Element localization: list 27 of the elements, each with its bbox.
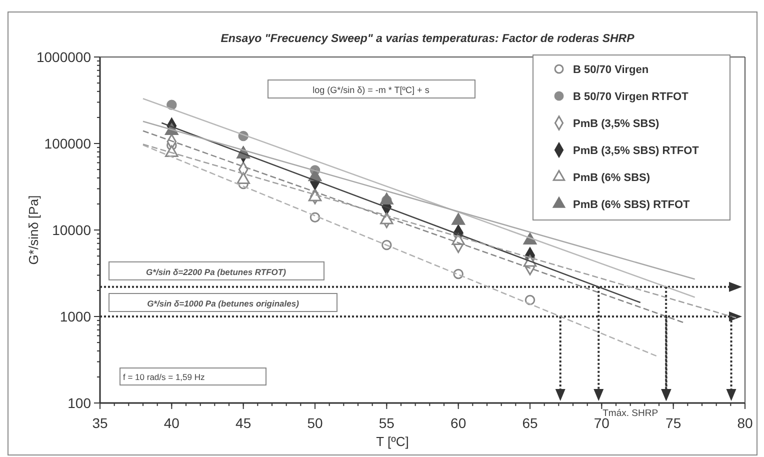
x-tick-label: 55 bbox=[378, 415, 395, 431]
legend-label: PmB (6% SBS) RTFOT bbox=[573, 199, 690, 211]
y-tick-label: 100 bbox=[68, 395, 92, 411]
y-tick-label: 1000 bbox=[60, 308, 92, 324]
legend-label: PmB (3,5% SBS) RTFOT bbox=[573, 145, 700, 157]
x-tick-label: 45 bbox=[236, 415, 252, 431]
y-axis-title: G*/sinδ [Pa] bbox=[26, 195, 41, 265]
annotation: log (G*/sin δ) = -m * T[ºC] + s bbox=[312, 85, 430, 95]
legend-label: B 50/70 Virgen RTFOT bbox=[573, 91, 689, 103]
ref-line-label: G*/sin δ=2200 Pa (betunes RTFOT) bbox=[146, 266, 286, 277]
x-tick-label: 50 bbox=[307, 415, 323, 431]
x-axis-title: T [ºC] bbox=[376, 434, 409, 449]
x-tick-label: 75 bbox=[666, 415, 682, 431]
ref-line-label: G*/sin δ=1000 Pa (betunes originales) bbox=[147, 298, 300, 308]
y-tick-label: 100000 bbox=[44, 136, 92, 152]
annotation: f = 10 rad/s = 1,59 Hz bbox=[123, 372, 205, 382]
y-tick-label: 1000000 bbox=[36, 49, 92, 65]
chart-title: Ensayo "Frecuency Sweep" a varias temperaturas: Factor de roderas SHRP bbox=[220, 33, 635, 45]
legend-label: PmB (6% SBS) bbox=[573, 172, 650, 184]
legend-label: PmB (3,5% SBS) bbox=[573, 118, 660, 130]
legend-label: B 50/70 Virgen bbox=[573, 64, 649, 76]
x-tick-label: 60 bbox=[450, 415, 466, 431]
y-tick-label: 10000 bbox=[52, 222, 92, 238]
x-tick-label: 35 bbox=[92, 415, 108, 431]
x-tick-label: 80 bbox=[737, 415, 753, 431]
x-tick-label: 65 bbox=[522, 415, 538, 431]
x-tick-label: 40 bbox=[164, 415, 180, 431]
